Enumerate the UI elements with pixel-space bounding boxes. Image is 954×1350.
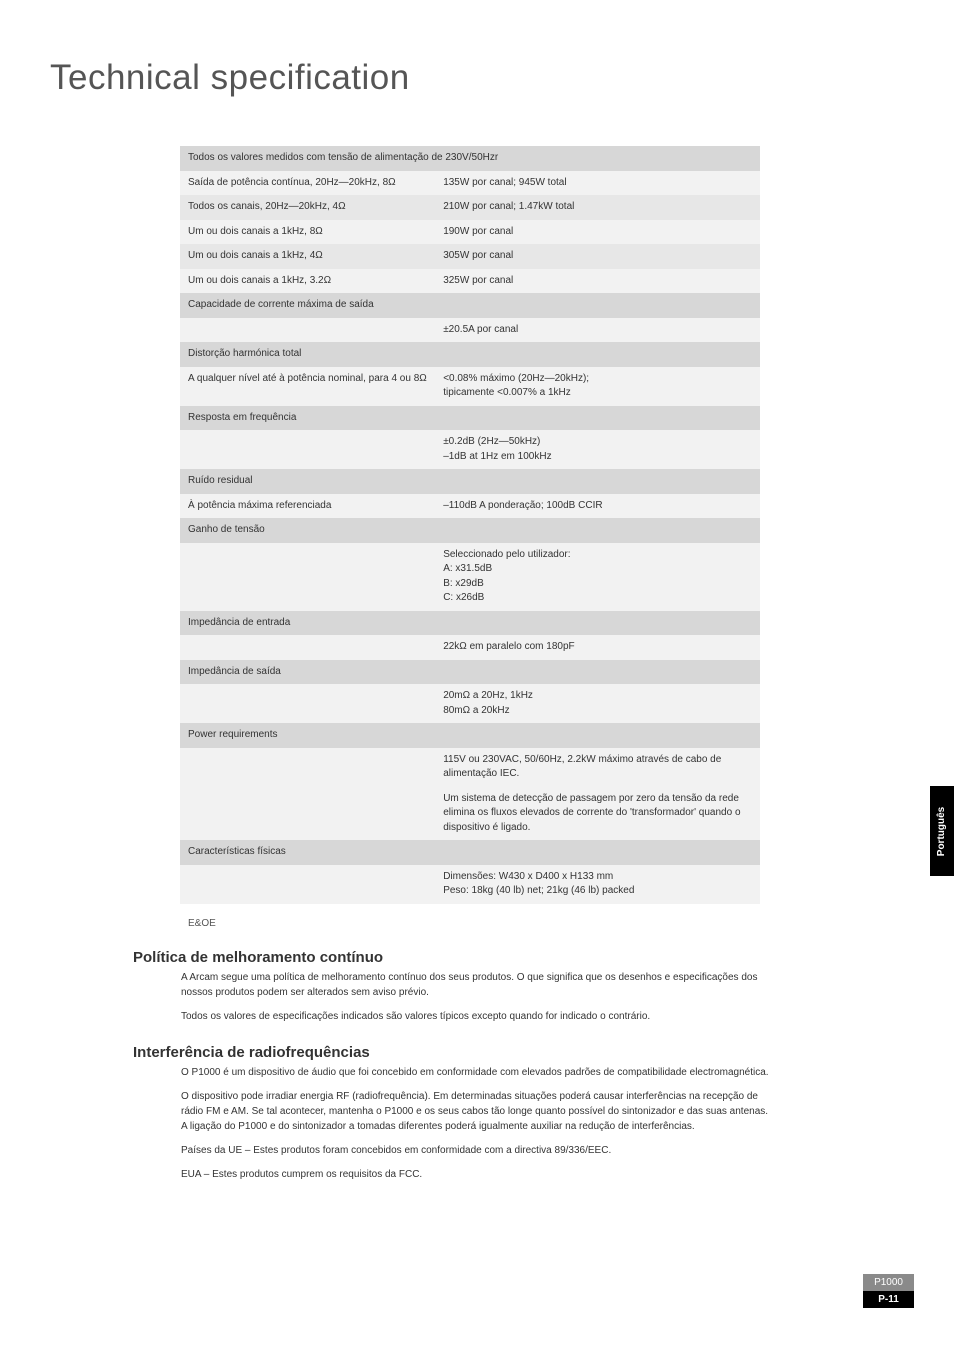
table-row: Características físicas bbox=[180, 840, 760, 865]
paragraph: Países da UE – Estes produtos foram conc… bbox=[181, 1143, 773, 1158]
spec-label-cell bbox=[180, 787, 435, 841]
spec-value-cell: ±0.2dB (2Hz—50kHz) –1dB at 1Hz em 100kHz bbox=[435, 430, 760, 469]
page-footer: P1000 P-11 bbox=[863, 1274, 914, 1308]
spec-header-cell: Ruído residual bbox=[180, 469, 760, 494]
spec-value-cell: –110dB A ponderação; 100dB CCIR bbox=[435, 494, 760, 519]
section-heading: Política de melhoramento contínuo bbox=[133, 949, 773, 966]
table-row: Impedância de saída bbox=[180, 660, 760, 685]
spec-header-cell: Ganho de tensão bbox=[180, 518, 760, 543]
table-row: Saída de potência contínua, 20Hz—20kHz, … bbox=[180, 171, 760, 196]
paragraph: O dispositivo pode irradiar energia RF (… bbox=[181, 1089, 773, 1134]
spec-value-cell: Seleccionado pelo utilizador: A: x31.5dB… bbox=[435, 543, 760, 611]
spec-label-cell: À potência máxima referenciada bbox=[180, 494, 435, 519]
spec-value-cell: 20mΩ a 20Hz, 1kHz 80mΩ a 20kHz bbox=[435, 684, 760, 723]
spec-value-cell: 22kΩ em paralelo com 180pF bbox=[435, 635, 760, 660]
spec-header-cell: Impedância de entrada bbox=[180, 611, 760, 636]
table-row: 115V ou 230VAC, 50/60Hz, 2.2kW máximo at… bbox=[180, 748, 760, 787]
spec-label-cell bbox=[180, 430, 435, 469]
spec-value-cell: 115V ou 230VAC, 50/60Hz, 2.2kW máximo at… bbox=[435, 748, 760, 787]
spec-label-cell bbox=[180, 543, 435, 611]
section-heading: Interferência de radiofrequências bbox=[133, 1044, 773, 1061]
table-row: Um ou dois canais a 1kHz, 4Ω305W por can… bbox=[180, 244, 760, 269]
spec-value-cell: ±20.5A por canal bbox=[435, 318, 760, 343]
section-body: A Arcam segue uma política de melhoramen… bbox=[181, 970, 773, 1024]
table-row: Um sistema de detecção de passagem por z… bbox=[180, 787, 760, 841]
language-tab: Português bbox=[930, 786, 954, 876]
spec-label-cell: Todos os canais, 20Hz—20kHz, 4Ω bbox=[180, 195, 435, 220]
spec-header-cell: Power requirements bbox=[180, 723, 760, 748]
table-row: A qualquer nível até à potência nominal,… bbox=[180, 367, 760, 406]
spec-value-cell: 190W por canal bbox=[435, 220, 760, 245]
spec-label-cell: Saída de potência contínua, 20Hz—20kHz, … bbox=[180, 171, 435, 196]
spec-label-cell: Um ou dois canais a 1kHz, 8Ω bbox=[180, 220, 435, 245]
table-row: Um ou dois canais a 1kHz, 8Ω190W por can… bbox=[180, 220, 760, 245]
spec-value-cell: 305W por canal bbox=[435, 244, 760, 269]
footer-page-number: P-11 bbox=[863, 1291, 914, 1308]
spec-header-cell: Impedância de saída bbox=[180, 660, 760, 685]
table-row: Um ou dois canais a 1kHz, 3.2Ω325W por c… bbox=[180, 269, 760, 294]
text-section: Política de melhoramento contínuo A Arcam… bbox=[133, 949, 773, 1024]
table-row: Dimensões: W430 x D400 x H133 mm Peso: 1… bbox=[180, 865, 760, 904]
table-row: Capacidade de corrente máxima de saída bbox=[180, 293, 760, 318]
spec-label-cell bbox=[180, 318, 435, 343]
spec-value-cell: 325W por canal bbox=[435, 269, 760, 294]
table-row: Todos os canais, 20Hz—20kHz, 4Ω210W por … bbox=[180, 195, 760, 220]
footer-model: P1000 bbox=[863, 1274, 914, 1291]
language-tab-label: Português bbox=[937, 806, 948, 855]
spec-value-cell: Um sistema de detecção de passagem por z… bbox=[435, 787, 760, 841]
spec-header-cell: Todos os valores medidos com tensão de a… bbox=[180, 146, 760, 171]
table-row: Seleccionado pelo utilizador: A: x31.5dB… bbox=[180, 543, 760, 611]
section-body: O P1000 é um dispositivo de áudio que fo… bbox=[181, 1065, 773, 1182]
spec-label-cell bbox=[180, 635, 435, 660]
spec-label-cell bbox=[180, 865, 435, 904]
spec-header-cell: Características físicas bbox=[180, 840, 760, 865]
table-row: Todos os valores medidos com tensão de a… bbox=[180, 146, 760, 171]
table-row: ±20.5A por canal bbox=[180, 318, 760, 343]
table-row: Ganho de tensão bbox=[180, 518, 760, 543]
spec-header-cell: Resposta em frequência bbox=[180, 406, 760, 431]
table-row: 22kΩ em paralelo com 180pF bbox=[180, 635, 760, 660]
table-row: Power requirements bbox=[180, 723, 760, 748]
spec-label-cell: Um ou dois canais a 1kHz, 4Ω bbox=[180, 244, 435, 269]
table-row: Distorção harmónica total bbox=[180, 342, 760, 367]
table-row: Ruído residual bbox=[180, 469, 760, 494]
spec-label-cell: Um ou dois canais a 1kHz, 3.2Ω bbox=[180, 269, 435, 294]
spec-value-cell: 135W por canal; 945W total bbox=[435, 171, 760, 196]
spec-table: Todos os valores medidos com tensão de a… bbox=[180, 146, 760, 904]
table-row: 20mΩ a 20Hz, 1kHz 80mΩ a 20kHz bbox=[180, 684, 760, 723]
spec-label-cell bbox=[180, 748, 435, 787]
table-row: Impedância de entrada bbox=[180, 611, 760, 636]
spec-value-cell: <0.08% máximo (20Hz—20kHz); tipicamente … bbox=[435, 367, 760, 406]
footnote: E&OE bbox=[188, 918, 954, 929]
table-row: À potência máxima referenciada–110dB A p… bbox=[180, 494, 760, 519]
spec-label-cell: A qualquer nível até à potência nominal,… bbox=[180, 367, 435, 406]
paragraph: EUA – Estes produtos cumprem os requisit… bbox=[181, 1167, 773, 1182]
paragraph: O P1000 é um dispositivo de áudio que fo… bbox=[181, 1065, 773, 1080]
text-section: Interferência de radiofrequências O P1000… bbox=[133, 1044, 773, 1182]
spec-header-cell: Distorção harmónica total bbox=[180, 342, 760, 367]
table-row: Resposta em frequência bbox=[180, 406, 760, 431]
page-title: Technical specification bbox=[0, 0, 954, 98]
spec-value-cell: Dimensões: W430 x D400 x H133 mm Peso: 1… bbox=[435, 865, 760, 904]
spec-label-cell bbox=[180, 684, 435, 723]
paragraph: Todos os valores de especificações indic… bbox=[181, 1009, 773, 1024]
spec-value-cell: 210W por canal; 1.47kW total bbox=[435, 195, 760, 220]
table-row: ±0.2dB (2Hz—50kHz) –1dB at 1Hz em 100kHz bbox=[180, 430, 760, 469]
paragraph: A Arcam segue uma política de melhoramen… bbox=[181, 970, 773, 1000]
spec-header-cell: Capacidade de corrente máxima de saída bbox=[180, 293, 760, 318]
